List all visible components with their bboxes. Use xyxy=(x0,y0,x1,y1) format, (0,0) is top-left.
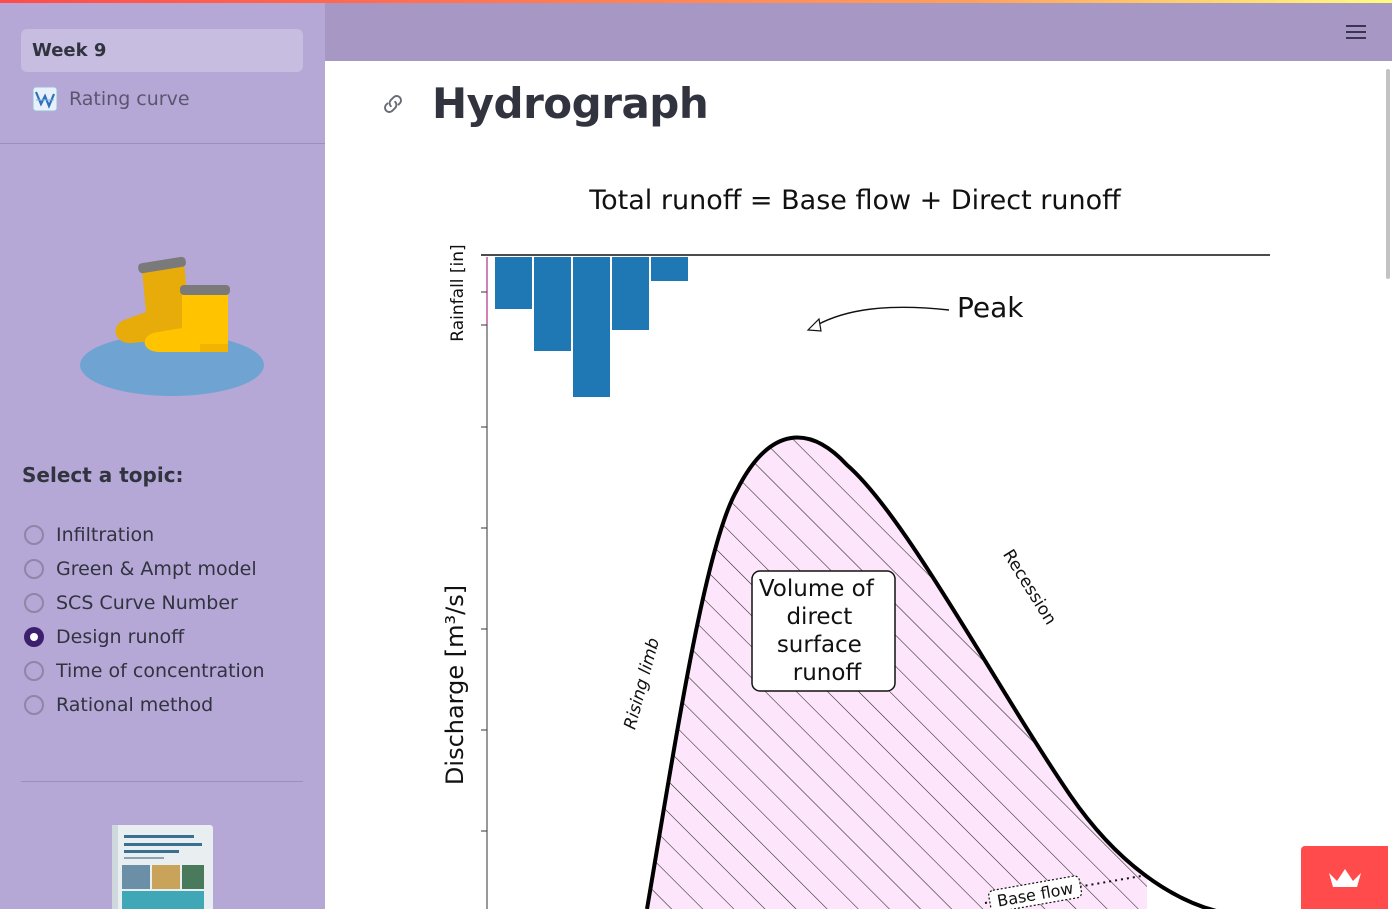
topic-option-label: SCS Curve Number xyxy=(56,592,238,614)
scrollbar[interactable] xyxy=(1386,69,1390,279)
sidebar-item-week-9[interactable]: Week 9 xyxy=(21,29,303,72)
top-decoration-bar xyxy=(0,0,1392,3)
hydrograph-figure: Total runoff = Base flow + Direct runoff… xyxy=(441,185,1270,909)
volume-box xyxy=(751,570,896,692)
crown-icon xyxy=(1328,868,1361,887)
volume-line: Volume of xyxy=(759,576,875,602)
topic-option-rational-method[interactable]: Rational method xyxy=(24,688,264,722)
sidebar-item-label: Rating curve xyxy=(69,87,190,110)
radio-button[interactable] xyxy=(24,593,44,613)
rain-bar xyxy=(651,257,688,281)
radio-button[interactable] xyxy=(24,525,44,545)
rain-axis-label: Rainfall [in] xyxy=(448,244,468,341)
peak-label: Peak xyxy=(957,291,1024,324)
hydrograph-curve xyxy=(645,435,1217,909)
hamburger-menu-icon[interactable] xyxy=(1346,25,1366,41)
topic-option-scs-curve-number[interactable]: SCS Curve Number xyxy=(24,586,264,620)
rain-bar xyxy=(495,257,532,309)
sidebar: Week 9 Rating curve Select a topic: Infi… xyxy=(0,0,325,909)
radio-button[interactable] xyxy=(24,559,44,579)
topic-option-label: Time of concentration xyxy=(56,660,265,682)
rain-bar xyxy=(534,257,571,351)
volume-label: Volume of direct surface runoff xyxy=(759,576,881,686)
sidebar-divider xyxy=(0,143,325,144)
peak-arrow xyxy=(816,306,950,326)
topic-option-design-runoff[interactable]: Design runoff xyxy=(24,620,264,654)
topic-option-label: Green & Ampt model xyxy=(56,558,257,580)
peak-arrowhead xyxy=(806,317,822,332)
topic-option-time-of-concentration[interactable]: Time of concentration xyxy=(24,654,264,688)
topic-option-infiltration[interactable]: Infiltration xyxy=(24,518,264,552)
radio-button[interactable] xyxy=(24,661,44,681)
direct-runoff-region xyxy=(647,437,1147,909)
volume-line: runoff xyxy=(793,660,863,686)
rain-boots-icon xyxy=(80,256,264,396)
chart-icon xyxy=(32,86,58,111)
flow-axis-label: Discharge [m³/s] xyxy=(441,585,469,785)
radio-button-selected[interactable] xyxy=(24,627,44,647)
rainfall-bars xyxy=(495,257,688,397)
rain-bar xyxy=(573,257,610,397)
book-cover-icon xyxy=(112,825,213,909)
figure-title: Total runoff = Base flow + Direct runoff xyxy=(588,185,1122,216)
main-content: Hydrograph Total runoff = Base flow + Di… xyxy=(325,61,1392,909)
rising-limb-label: Rising limb xyxy=(620,636,664,732)
link-icon[interactable] xyxy=(380,91,406,117)
topic-option-label: Infiltration xyxy=(56,524,155,546)
volume-line: direct xyxy=(786,604,852,630)
y-axis-ticks xyxy=(481,291,487,832)
sidebar-item-rating-curve[interactable]: Rating curve xyxy=(21,77,303,120)
app-header xyxy=(325,3,1392,61)
sidebar-item-label: Week 9 xyxy=(32,40,107,61)
topic-option-green-ampt[interactable]: Green & Ampt model xyxy=(24,552,264,586)
topic-option-label: Design runoff xyxy=(56,626,185,648)
streamlit-deploy-badge[interactable] xyxy=(1301,846,1388,909)
radio-button[interactable] xyxy=(24,695,44,715)
rain-bar xyxy=(612,257,649,330)
topic-radio-group: Infiltration Green & Ampt model SCS Curv… xyxy=(24,518,264,722)
topic-select-label: Select a topic: xyxy=(22,463,184,487)
topic-option-label: Rational method xyxy=(56,694,214,716)
sidebar-divider xyxy=(21,781,303,782)
recession-label: Recession xyxy=(998,546,1060,629)
page-title: Hydrograph xyxy=(432,79,709,128)
volume-line: surface xyxy=(777,632,862,658)
